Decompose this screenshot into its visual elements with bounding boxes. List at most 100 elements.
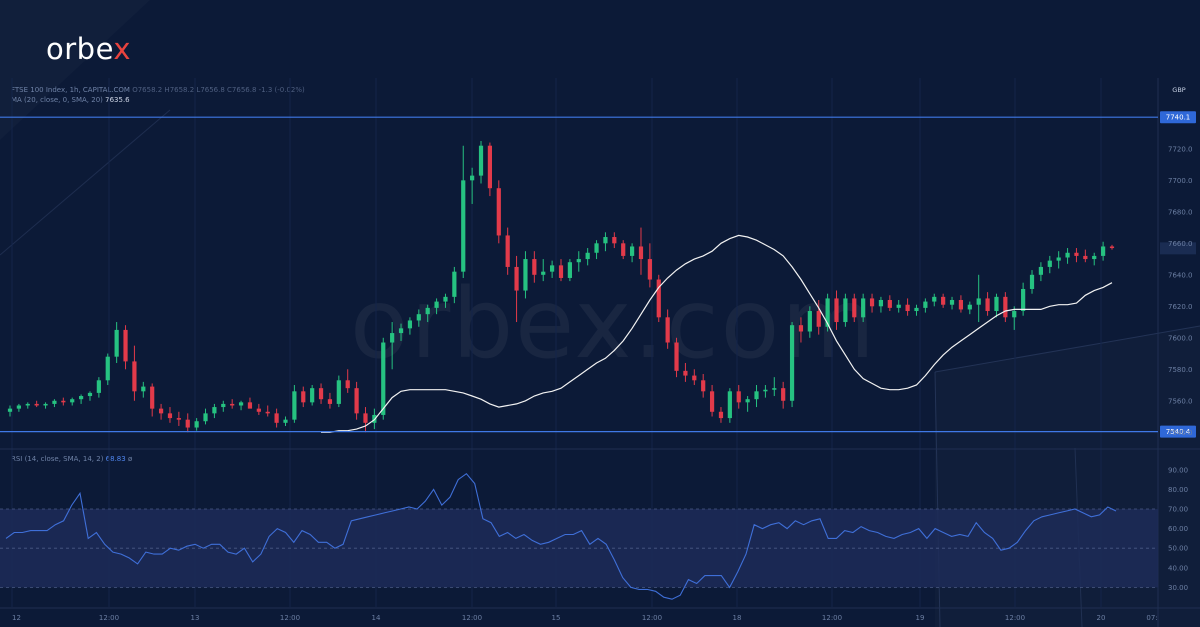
- candle-body: [772, 388, 777, 390]
- candle: [212, 403, 217, 419]
- ma-label: MA (20, close, 0, SMA, 20): [11, 96, 103, 104]
- candle: [247, 397, 253, 409]
- time-tick-label: 20: [1097, 614, 1106, 622]
- candle: [230, 399, 235, 409]
- candle: [16, 403, 21, 412]
- price-tick-label: 7680.0: [1168, 208, 1193, 216]
- candle-body: [789, 325, 795, 401]
- candle: [967, 301, 972, 315]
- candle: [265, 405, 270, 417]
- candle-body: [594, 243, 599, 253]
- candle-body: [194, 421, 199, 428]
- candle-body: [869, 298, 875, 307]
- candle-body: [496, 188, 501, 236]
- candle: [221, 400, 226, 412]
- candle: [52, 399, 57, 408]
- candle: [505, 227, 510, 275]
- candle: [887, 295, 892, 312]
- candle-body: [292, 391, 297, 420]
- candle-body: [52, 400, 57, 404]
- candle-body: [150, 386, 155, 409]
- level-tag: [1160, 425, 1196, 438]
- candle: [443, 293, 448, 308]
- axes: GBP 7540.0 7560.0 7580.0 7600.0 7620.0 7640.0 7…: [12, 86, 1193, 622]
- brand-logo: orbex: [46, 32, 131, 66]
- candle: [701, 374, 706, 398]
- candle-body: [470, 175, 475, 181]
- candle: [550, 260, 555, 278]
- candle-body: [141, 386, 146, 392]
- candle-body: [203, 413, 208, 422]
- time-tick-label: 15: [552, 614, 561, 622]
- time-tick-label: 19: [916, 614, 925, 622]
- rsi-label: RSI (14, close, SMA, 14, 2): [11, 455, 104, 463]
- rsi-tick-label: 30.00: [1168, 584, 1188, 592]
- candle-body: [638, 246, 644, 260]
- candle-body: [932, 296, 937, 302]
- horizontal-levels: 7740.1 7540.4: [0, 111, 1196, 438]
- candle: [496, 180, 501, 244]
- candle-body: [656, 279, 661, 318]
- candle-body: [701, 380, 706, 392]
- candle-body: [576, 259, 581, 263]
- candle: [567, 259, 572, 282]
- candle: [105, 353, 110, 386]
- candle-body: [665, 317, 670, 343]
- level-tag: [1160, 111, 1196, 124]
- rsi-tick-label: 50.00: [1168, 545, 1188, 553]
- logo-text: orbe: [46, 32, 114, 66]
- candle: [638, 227, 644, 275]
- time-tick-label: 13: [191, 614, 200, 622]
- candle: [398, 323, 404, 341]
- candle: [470, 167, 475, 204]
- candle-body: [61, 400, 66, 403]
- candle-body: [1056, 257, 1061, 261]
- candle: [594, 240, 599, 260]
- candle: [878, 296, 884, 313]
- candle-body: [34, 403, 39, 406]
- rsi-tick-label: 80.00: [1168, 486, 1188, 494]
- candle: [1083, 249, 1088, 263]
- candle-body: [256, 408, 261, 412]
- candle: [1101, 241, 1106, 261]
- candle-body: [318, 388, 324, 400]
- symbol-label: FTSE 100 Index, 1h, CAPITAL.COM: [11, 86, 130, 94]
- candle-body: [452, 271, 457, 297]
- candle-body: [914, 307, 919, 312]
- candle-body: [861, 298, 866, 318]
- candle: [318, 383, 324, 404]
- candle: [1109, 244, 1115, 250]
- candle-body: [158, 408, 164, 414]
- candle: [807, 306, 812, 338]
- price-tick-label: 7600.0: [1168, 334, 1193, 342]
- candle: [843, 293, 848, 327]
- candle-body: [958, 300, 964, 310]
- candle: [150, 383, 155, 417]
- candle-body: [905, 304, 910, 312]
- time-tick-label: 12:00: [1005, 614, 1025, 622]
- ma-value: 7635.6: [105, 96, 130, 104]
- price-tick-label: 7580.0: [1168, 366, 1193, 374]
- candle-body: [941, 296, 946, 305]
- candle: [478, 140, 484, 184]
- candle-body: [683, 370, 688, 376]
- currency-label: GBP: [1172, 86, 1185, 94]
- logo-x: x: [113, 32, 132, 66]
- time-tick-label: 18: [733, 614, 742, 622]
- candle: [683, 362, 688, 382]
- candle: [354, 381, 359, 420]
- price-tick-label: 7700.0: [1168, 177, 1193, 185]
- rsi-settings-icon[interactable]: ø: [127, 455, 133, 463]
- ma-line: [321, 234, 1113, 433]
- candle: [1092, 252, 1097, 266]
- candle-body: [1029, 274, 1035, 289]
- candles: [7, 140, 1115, 433]
- candle: [301, 386, 306, 408]
- rsi-tick-label: 90.00: [1168, 466, 1188, 474]
- candle-body: [105, 356, 110, 381]
- candle: [834, 290, 839, 330]
- candle: [70, 397, 75, 406]
- candle-body: [718, 411, 724, 419]
